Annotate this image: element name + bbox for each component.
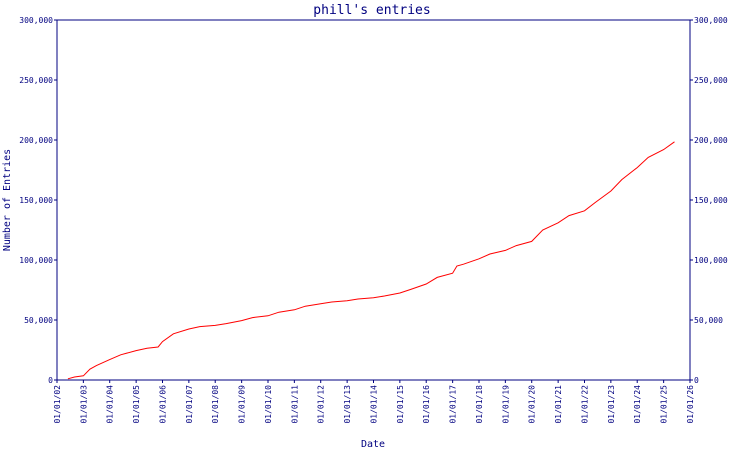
left-y-tick-label: 0 (48, 376, 53, 385)
left-y-tick-label: 150,000 (19, 196, 53, 205)
x-tick-label: 01/01/06 (159, 385, 168, 424)
left-y-ticks: 0 50,000 100,000 150,000 200,000 250,000 300,0… (19, 16, 57, 385)
x-tick-label: 01/01/24 (633, 385, 642, 424)
x-tick-label: 01/01/21 (554, 385, 563, 424)
chart-title: phill's entries (313, 3, 430, 18)
x-tick-label: 01/01/13 (343, 385, 352, 424)
right-y-tick-label: 300,000 (694, 16, 728, 25)
x-tick-label: 01/01/07 (185, 385, 194, 424)
x-tick-label: 01/01/19 (501, 385, 510, 424)
plot-frame (56, 19, 691, 381)
x-tick-label: 01/01/04 (106, 385, 115, 424)
x-tick-label: 01/01/10 (264, 385, 273, 424)
left-y-tick-label: 100,000 (19, 256, 53, 265)
right-y-tick-label: 150,000 (694, 196, 728, 205)
y-axis-title: Number of Entries (2, 149, 13, 251)
left-y-tick-label: 200,000 (19, 136, 53, 145)
right-y-tick-label: 250,000 (694, 76, 728, 85)
x-tick-label: 01/01/23 (607, 385, 616, 424)
x-tick-label: 01/01/11 (290, 385, 299, 424)
x-tick-label: 01/01/22 (581, 385, 590, 424)
x-tick-label: 01/01/08 (211, 385, 220, 424)
right-y-ticks: 0 50,000 100,000 150,000 200,000 250,000 300,0… (690, 16, 728, 385)
right-y-tick-label: 0 (694, 376, 699, 385)
x-ticks: 01/01/02 01/01/03 01/01/04 01/01/05 01/01/06… (53, 380, 695, 424)
x-tick-label: 01/01/14 (370, 385, 379, 424)
series-line (67, 141, 675, 380)
right-y-tick-label: 200,000 (694, 136, 728, 145)
x-tick-label: 01/01/18 (475, 385, 484, 424)
x-tick-label: 01/01/15 (396, 385, 405, 424)
x-tick-label: 01/01/20 (528, 385, 537, 424)
right-y-tick-label: 50,000 (694, 316, 723, 325)
x-axis-title: Date (361, 439, 385, 450)
x-tick-label: 01/01/16 (422, 385, 431, 424)
left-y-tick-label: 50,000 (24, 316, 53, 325)
left-y-tick-label: 300,000 (19, 16, 53, 25)
x-tick-label: 01/01/02 (53, 385, 62, 424)
x-tick-label: 01/01/03 (79, 385, 88, 424)
x-tick-label: 01/01/25 (660, 385, 669, 424)
left-y-tick-label: 250,000 (19, 76, 53, 85)
right-y-tick-label: 100,000 (694, 256, 728, 265)
x-tick-label: 01/01/09 (238, 385, 247, 424)
x-tick-label: 01/01/12 (317, 385, 326, 424)
x-tick-label: 01/01/17 (449, 385, 458, 424)
x-tick-label: 01/01/26 (686, 385, 695, 424)
x-tick-label: 01/01/05 (132, 385, 141, 424)
